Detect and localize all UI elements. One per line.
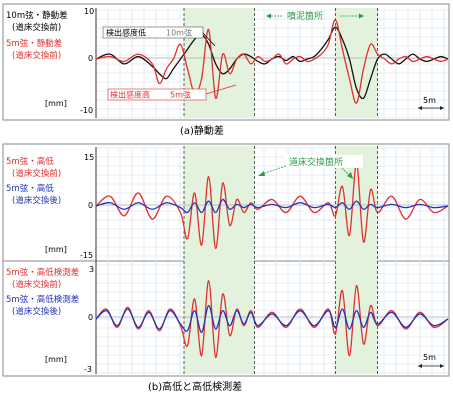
panel-b-top-legend-2: (道床交換前)	[12, 168, 61, 179]
panel-b-bottom-legend-4: (道床交換後)	[12, 306, 61, 317]
panel-b-top-legend-3: 5m弦・高低	[6, 183, 54, 194]
panel-a-shading	[183, 8, 379, 118]
panel-b-top-tick-zero: 0	[88, 201, 93, 210]
panel-a-scale-arrow-right	[440, 106, 444, 110]
panel-b-scale-label: 5m	[423, 353, 436, 362]
replacement-label-bg	[285, 155, 363, 168]
panel-a-legend-1: 10m弦・静動差	[6, 10, 68, 21]
panel-b-scale-arrow-left	[418, 364, 422, 368]
panel-a-legend-4: (道床交換前)	[12, 50, 61, 61]
shaded-region	[184, 146, 255, 374]
panel-b-bottom-unit: [mm]	[45, 355, 67, 364]
high-sensitivity-tag: 5m弦	[170, 90, 191, 100]
mud-arrowhead-left	[266, 13, 271, 19]
high-sensitivity-label: 検出感度高	[110, 90, 150, 100]
low-sensitivity-label: 検出感度低	[106, 28, 146, 38]
panel-a-unit: [mm]	[45, 99, 67, 108]
panel-a-series	[95, 19, 449, 104]
panel-b-scale-arrow-right	[440, 364, 444, 368]
high-sensitivity-box	[107, 88, 207, 101]
panel-b-bottom-tick-bottom: -3	[84, 365, 92, 374]
replacement-location-label: 道床交換箇所	[289, 156, 343, 168]
low-sensitivity-pointer	[202, 32, 216, 47]
panel-a-scale-arrow-left	[418, 106, 422, 110]
shaded-region	[335, 8, 378, 118]
panel-b-top-tick-bottom: -15	[80, 251, 93, 260]
low-sensitivity-tag: 10m弦	[166, 28, 192, 38]
panel-a-series-1-line	[95, 26, 449, 100]
panel-b-top-legend-4: (道床交換後)	[12, 195, 61, 206]
panel-b-top-series-1-line	[95, 162, 449, 250]
panel-b-top-series-2-line	[95, 198, 449, 214]
panel-b-bottom-tick-zero: 0	[88, 313, 93, 322]
panel-b-bottom-series-2-line	[95, 305, 449, 333]
panel-a-tick-zero: 0	[88, 54, 93, 63]
panel-b-bottom-legend-2: (道床交換前)	[12, 279, 61, 290]
panel-b-bottom-series-1-line	[95, 280, 449, 358]
panel-b-bottom-legend-3: 5m弦・高低検測差	[6, 294, 79, 305]
panel-a-tick-bottom: -10	[80, 106, 93, 115]
high-sensitivity-pointer	[205, 84, 237, 95]
mud-arrowhead-right	[359, 13, 364, 19]
panel-b-top-unit: [mm]	[45, 245, 67, 254]
panel-b-bottom-tick-top: 3	[89, 265, 94, 274]
shaded-region	[335, 146, 378, 374]
shaded-region	[184, 8, 255, 118]
panel-a-series-2-line	[95, 19, 449, 104]
replacement-arrow-left	[261, 165, 287, 175]
panel-a-tick-top: 10	[84, 7, 94, 16]
panel-a-legend-3: 5m弦・静動差	[6, 38, 62, 49]
panel-b-bottom-legend-1: 5m弦・高低検測差	[6, 267, 79, 278]
panel-b-caption: (b)高低と高低検測差	[148, 380, 242, 393]
replacement-arrowhead-right	[347, 172, 353, 179]
panel-a-caption: (a)静動差	[180, 124, 224, 137]
low-sensitivity-box	[102, 26, 204, 39]
panel-b-top-tick-top: 15	[84, 153, 94, 162]
mud-location-label: 噴泥箇所	[287, 10, 323, 22]
replacement-arrowhead-left	[258, 171, 265, 176]
panel-a-legend-2: (道床交換前)	[12, 22, 61, 33]
panel-b-shading	[183, 146, 379, 374]
panel-b-top-legend-1: 5m弦・高低	[6, 156, 54, 167]
panel-b-series	[95, 162, 449, 358]
panel-a-scale-label: 5m	[423, 96, 436, 105]
